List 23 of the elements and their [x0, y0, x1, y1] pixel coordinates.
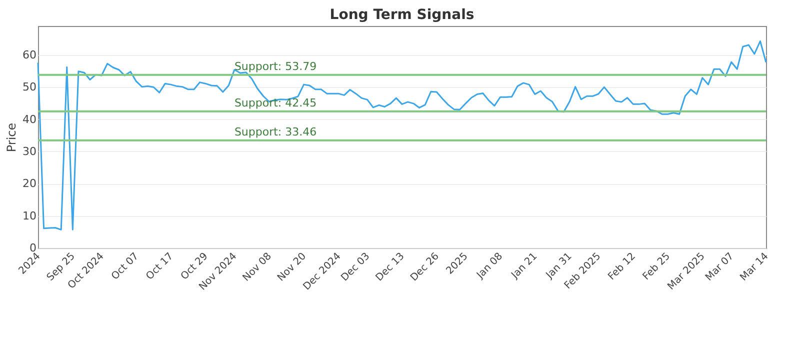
- x-tick-label: Feb 12: [606, 250, 638, 283]
- y-tick-label: 40: [22, 112, 36, 126]
- ref-line-label: Support: 53.79: [234, 60, 317, 73]
- ref-line-label: Support: 33.46: [234, 125, 317, 138]
- y-tick-label: 60: [22, 48, 36, 62]
- x-tick-label: Jan 21: [508, 250, 540, 282]
- y-tick-label: 50: [22, 80, 36, 94]
- x-tick-label: Dec 13: [374, 250, 407, 284]
- y-axis-title: Price: [4, 122, 19, 152]
- x-tick-label: Dec 03: [339, 250, 372, 284]
- y-tick-label: 20: [22, 177, 36, 190]
- x-tick-label: Oct 17: [144, 250, 176, 282]
- y-tick-label: 30: [22, 144, 36, 158]
- x-tick-label: Mar 14: [738, 250, 771, 284]
- y-tick-label: 10: [22, 209, 36, 222]
- line-series: [37, 40, 767, 230]
- x-tick-label: Oct 07: [110, 250, 141, 282]
- x-tick-label: Dec 26: [408, 250, 442, 284]
- x-tick-label: Nov 08: [241, 250, 274, 284]
- ref-line-label: Support: 42.45: [234, 96, 317, 110]
- chart-title: Long Term Signals: [330, 7, 474, 23]
- x-tick-label: Jan 08: [474, 250, 505, 282]
- x-tick-label: Mar 07: [704, 250, 736, 284]
